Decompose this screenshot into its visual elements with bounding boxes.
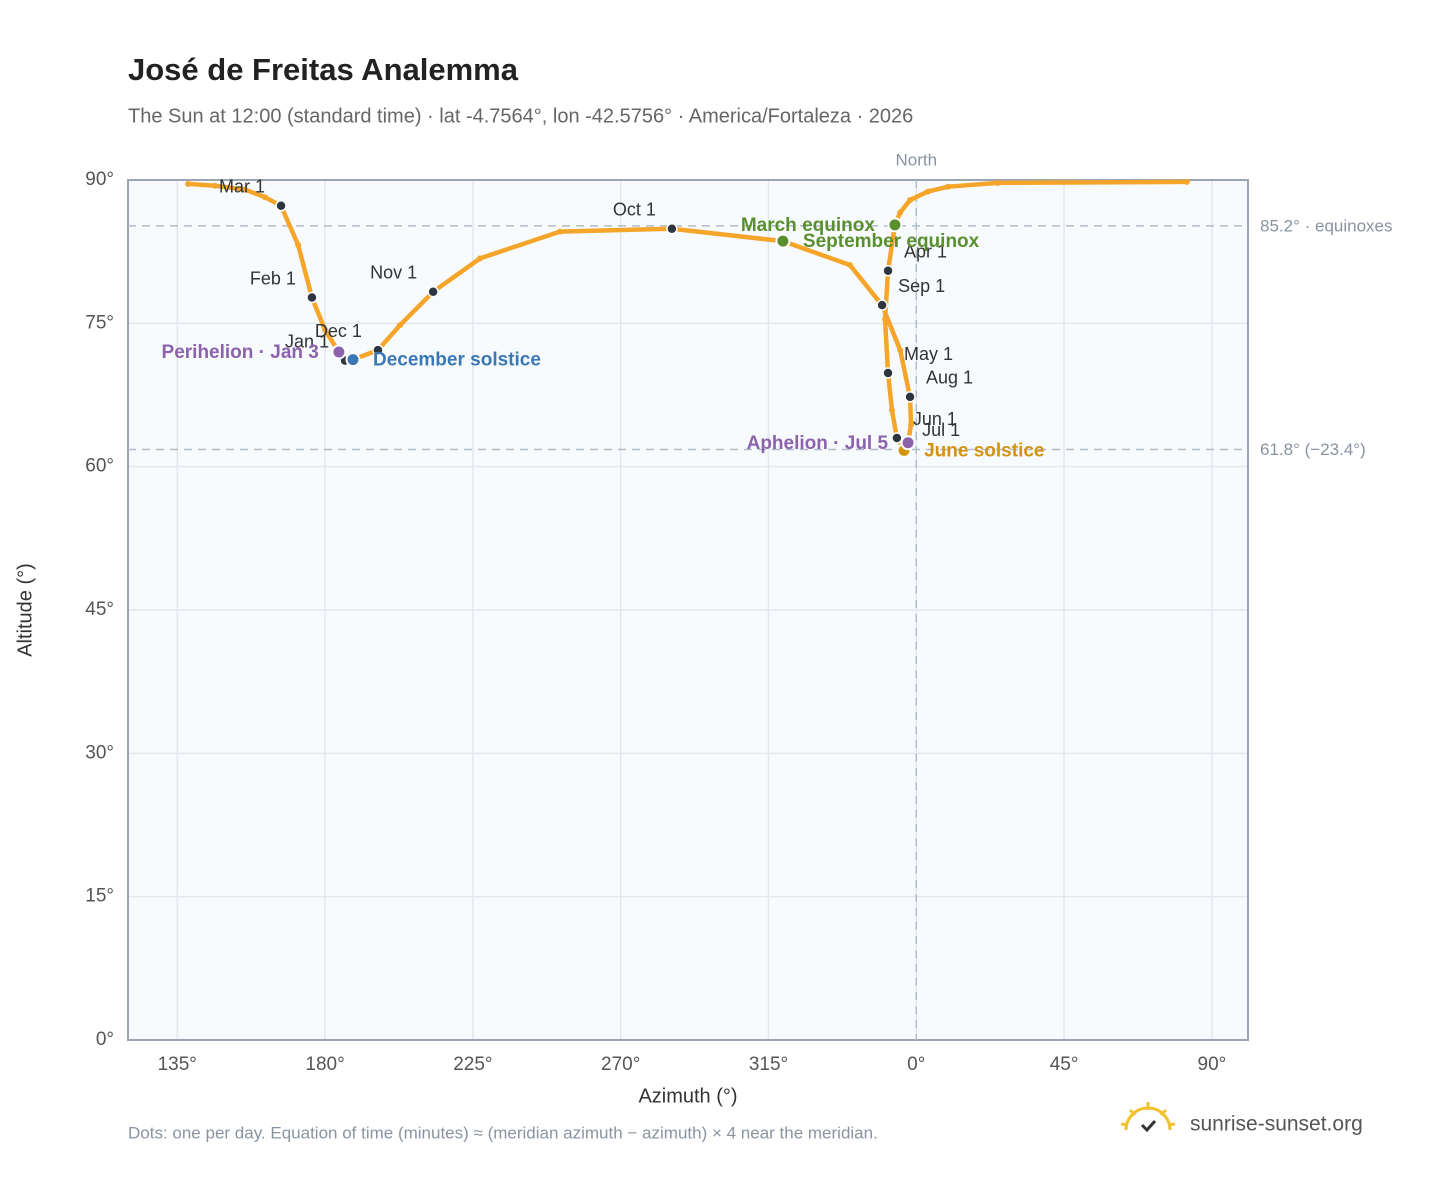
meridian-label: North xyxy=(895,150,937,169)
event-label: June solstice xyxy=(924,440,1044,461)
event-marker xyxy=(775,233,791,249)
x-tick-label: 315° xyxy=(749,1054,788,1075)
day-dot xyxy=(396,322,403,329)
month-label: Jul 1 xyxy=(922,420,960,440)
month-label: Jun 1 xyxy=(913,409,957,429)
day-dot xyxy=(185,180,192,187)
day-dot xyxy=(897,209,904,216)
month-label: Jan 1 xyxy=(285,331,329,351)
month-marker xyxy=(372,344,384,356)
day-dot xyxy=(995,179,1002,186)
month-marker xyxy=(904,391,916,403)
day-dot xyxy=(925,188,932,195)
x-tick-label: 180° xyxy=(305,1054,344,1075)
event-label: March equinox xyxy=(741,215,876,236)
month-label: Sep 1 xyxy=(898,276,945,296)
brand-logo xyxy=(1120,1102,1176,1133)
y-tick-label: 30° xyxy=(85,742,114,763)
x-tick-label: 135° xyxy=(158,1054,197,1075)
month-marker xyxy=(882,265,894,277)
month-marker xyxy=(306,291,318,304)
month-label: Nov 1 xyxy=(370,263,417,283)
day-dot xyxy=(212,182,219,189)
day-dot xyxy=(908,421,915,428)
event-label: Perihelion · Jan 3 xyxy=(162,342,319,363)
day-dot xyxy=(241,186,248,193)
day-dot xyxy=(261,194,268,201)
y-axis-title: Altitude (°) xyxy=(14,563,36,657)
day-dot xyxy=(846,262,853,269)
day-dot xyxy=(1183,178,1190,185)
month-marker xyxy=(666,222,678,235)
event-marker xyxy=(900,435,916,451)
chart-subtitle: The Sun at 12:00 (standard time) · lat -… xyxy=(128,105,913,127)
day-dot xyxy=(882,316,889,323)
event-marker xyxy=(345,352,361,368)
day-dot xyxy=(556,228,563,235)
month-label: Oct 1 xyxy=(613,199,656,219)
month-label: Mar 1 xyxy=(219,177,265,197)
day-dot xyxy=(907,197,914,204)
footnote: Dots: one per day. Equation of time (min… xyxy=(128,1123,878,1142)
month-marker xyxy=(891,432,903,444)
analemma-line xyxy=(185,181,348,363)
reference-label: 61.8° (−23.4°) xyxy=(1260,440,1366,459)
day-dot xyxy=(897,347,904,354)
reference-label: 85.2° · equinoxes xyxy=(1260,216,1393,235)
plot-border xyxy=(127,179,1249,1041)
month-label: Dec 1 xyxy=(315,321,362,341)
day-dot xyxy=(477,255,484,262)
y-tick-label: 45° xyxy=(85,599,114,620)
event-marker xyxy=(887,217,903,233)
day-dot xyxy=(945,183,952,190)
day-dot xyxy=(322,327,329,334)
event-label: September equinox xyxy=(803,231,980,252)
x-axis-title: Azimuth (°) xyxy=(638,1085,737,1107)
x-tick-label: 90° xyxy=(1198,1054,1227,1075)
month-marker xyxy=(427,286,439,298)
day-dot xyxy=(295,241,302,248)
x-tick-label: 0° xyxy=(907,1054,925,1075)
brand: sunrise-sunset.org xyxy=(1190,1113,1363,1136)
y-tick-label: 75° xyxy=(85,312,114,333)
event-label: December solstice xyxy=(373,350,541,371)
x-tick-label: 225° xyxy=(453,1054,492,1075)
day-dot xyxy=(888,407,895,414)
month-label: Aug 1 xyxy=(926,368,973,388)
chart-title: José de Freitas Analemma xyxy=(128,52,519,87)
month-marker xyxy=(882,367,894,379)
month-label: Feb 1 xyxy=(250,268,296,288)
y-tick-label: 90° xyxy=(85,169,114,190)
y-tick-label: 60° xyxy=(85,456,114,477)
y-tick-label: 0° xyxy=(96,1029,114,1050)
month-label: Apr 1 xyxy=(904,242,947,262)
y-tick-label: 15° xyxy=(85,886,114,907)
event-marker xyxy=(331,344,347,360)
month-label: May 1 xyxy=(904,344,953,364)
x-tick-label: 270° xyxy=(601,1054,640,1075)
month-marker xyxy=(876,299,888,311)
month-marker xyxy=(275,200,287,212)
event-label: Aphelion · Jul 5 xyxy=(747,433,889,454)
x-tick-label: 45° xyxy=(1050,1054,1079,1075)
